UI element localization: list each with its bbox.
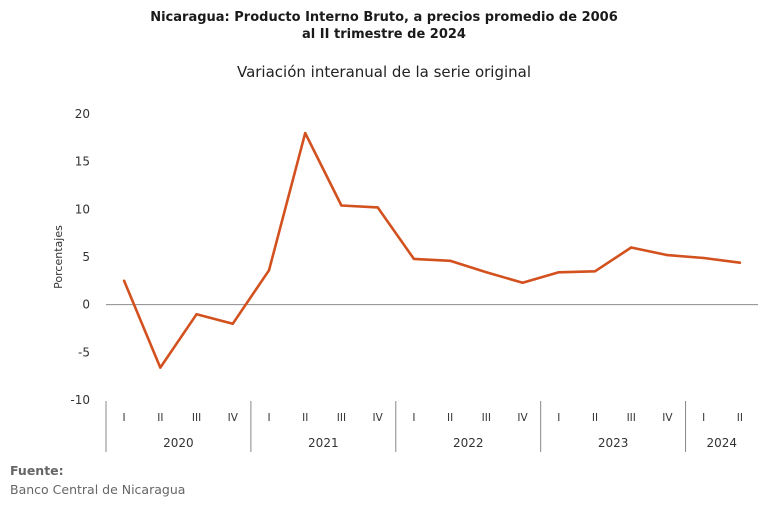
quarter-tick-label: II bbox=[592, 412, 598, 424]
chart-subtitle: Variación interanual de la serie origina… bbox=[236, 63, 532, 81]
quarter-tick-label: IV bbox=[373, 412, 384, 424]
year-label: 2023 bbox=[598, 436, 629, 450]
y-tick-label: 20 bbox=[75, 107, 90, 121]
data-point bbox=[448, 259, 452, 263]
chart-title: Nicaragua: Producto Interno Bruto, a pre… bbox=[0, 9, 768, 43]
data-point bbox=[412, 257, 416, 261]
y-tick-label: -10 bbox=[70, 393, 90, 407]
y-axis: 20 15 10 5 0 -5 -10 bbox=[70, 107, 90, 407]
year-label: 2020 bbox=[163, 436, 194, 450]
data-point bbox=[195, 313, 198, 316]
data-point bbox=[267, 269, 271, 272]
y-tick-label: 15 bbox=[75, 155, 90, 169]
year-label: 2022 bbox=[453, 436, 484, 450]
data-point bbox=[593, 270, 597, 273]
y-tick-label: 0 bbox=[82, 298, 90, 312]
chart-title-line-2: al II trimestre de 2024 bbox=[302, 27, 466, 42]
quarter-tick-label: II bbox=[302, 412, 308, 424]
data-point bbox=[340, 204, 343, 207]
y-axis-label: Porcentajes bbox=[52, 225, 65, 289]
y-tick-label: -5 bbox=[78, 345, 90, 359]
year-label: 2024 bbox=[707, 436, 738, 450]
quarter-tick-label: II bbox=[157, 412, 163, 424]
quarter-tick-label: I bbox=[557, 412, 560, 424]
quarter-tick-label: IV bbox=[517, 412, 528, 424]
data-point bbox=[702, 256, 705, 260]
data-point bbox=[630, 246, 633, 249]
quarter-tick-label: II bbox=[737, 412, 743, 424]
quarter-tick-label: I bbox=[123, 412, 126, 424]
quarter-tick-label: IV bbox=[662, 412, 673, 424]
quarter-tick-label: I bbox=[267, 412, 270, 424]
series-line bbox=[122, 131, 742, 369]
data-point bbox=[304, 131, 307, 135]
data-point bbox=[557, 271, 560, 274]
year-label: 2021 bbox=[308, 436, 339, 450]
data-point bbox=[231, 322, 234, 325]
quarter-tick-label: III bbox=[482, 412, 491, 424]
quarter-tick-label: III bbox=[627, 412, 636, 424]
source-note: Fuente: Banco Central de Nicaragua bbox=[10, 462, 185, 500]
data-point bbox=[521, 281, 524, 284]
y-tick-label: 10 bbox=[75, 202, 90, 216]
data-point bbox=[485, 271, 488, 274]
quarter-tick-label: III bbox=[192, 412, 201, 424]
source-label: Fuente: bbox=[10, 463, 64, 478]
source-text: Banco Central de Nicaragua bbox=[10, 482, 186, 497]
data-point bbox=[738, 261, 742, 264]
quarter-tick-label: III bbox=[337, 412, 346, 424]
data-point bbox=[159, 366, 162, 369]
chart-title-line-1: Nicaragua: Producto Interno Bruto, a pre… bbox=[150, 10, 618, 25]
data-point bbox=[376, 206, 379, 209]
quarter-tick-label: II bbox=[447, 412, 453, 424]
data-point bbox=[666, 253, 669, 257]
quarter-tick-label: I bbox=[412, 412, 415, 424]
series-layer bbox=[122, 131, 742, 369]
quarter-tick-label: IV bbox=[228, 412, 239, 424]
y-tick-label: 5 bbox=[82, 250, 90, 264]
quarter-tick-label: I bbox=[702, 412, 705, 424]
data-point bbox=[122, 279, 126, 283]
